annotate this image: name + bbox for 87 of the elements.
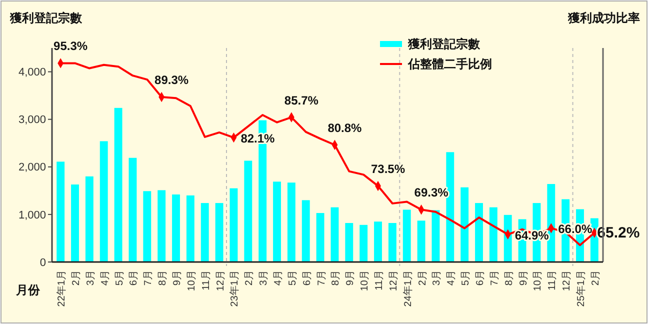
bar (244, 160, 252, 262)
x-tick-label: 5月 (114, 270, 126, 286)
bar (489, 207, 498, 262)
x-tick-label: 3月 (258, 270, 270, 286)
x-axis-title: 月份 (15, 283, 41, 297)
bar (215, 203, 224, 262)
x-tick-label: 4月 (446, 270, 458, 286)
x-tick-label: 25年1月 (574, 270, 587, 307)
x-tick-label: 24年1月 (402, 270, 414, 307)
y-tick-label: 4,000 (18, 66, 46, 79)
y2-axis-title: 獲利成功比率 (567, 11, 640, 25)
x-tick-label: 5月 (287, 270, 298, 286)
bar (273, 182, 281, 262)
x-tick-label: 2月 (417, 270, 428, 286)
x-tick-label: 23年1月 (228, 270, 241, 307)
x-tick-label: 2月 (590, 270, 602, 286)
x-tick-label: 9月 (345, 270, 356, 286)
x-tick-label: 8月 (158, 270, 169, 286)
legend-label: 獲利登記宗數 (407, 37, 481, 52)
legend-label: 佔整體二手比例 (407, 57, 492, 72)
x-tick-label: 10月 (532, 270, 544, 292)
bar (56, 162, 65, 262)
bar (316, 213, 324, 262)
bar (172, 194, 180, 262)
bar (287, 182, 296, 262)
bar (345, 223, 354, 262)
data-label: 89.3% (154, 72, 189, 87)
x-tick-label: 11月 (200, 270, 212, 290)
x-tick-label: 5月 (460, 270, 472, 286)
x-tick-label: 2月 (244, 270, 256, 286)
bar (114, 108, 122, 262)
bar (128, 158, 137, 262)
data-label: 95.3% (54, 39, 88, 54)
x-tick-label: 3月 (85, 270, 96, 286)
bar (460, 187, 469, 262)
x-tick-label: 4月 (273, 270, 284, 286)
data-label: 64.9% (514, 228, 550, 242)
x-tick-label: 22年1月 (56, 270, 68, 307)
data-label: 66.0% (558, 222, 592, 236)
bar (158, 190, 166, 262)
x-tick-label: 12月 (388, 270, 400, 292)
bar (475, 203, 483, 262)
x-tick-label: 10月 (360, 270, 371, 292)
bar (100, 141, 108, 262)
data-label: 80.8% (328, 120, 362, 135)
bar (388, 223, 396, 262)
data-label: 73.5% (370, 162, 406, 176)
y-axis-title: 獲利登記宗數 (9, 11, 83, 25)
x-tick-label: 7月 (316, 270, 328, 286)
x-tick-label: 8月 (504, 270, 515, 286)
x-tick-label: 3月 (432, 270, 443, 286)
bar (85, 176, 94, 262)
x-tick-label: 8月 (330, 270, 342, 286)
x-tick-label: 2月 (71, 270, 82, 286)
x-tick-label: 7月 (489, 270, 500, 286)
x-tick-label: 6月 (128, 270, 140, 286)
x-tick-label: 6月 (475, 270, 486, 286)
bar (186, 195, 194, 262)
y-tick-label: 1,000 (18, 209, 46, 222)
x-tick-label: 6月 (302, 270, 313, 286)
y-tick-label: 3,000 (18, 114, 46, 126)
bar (143, 191, 152, 262)
x-tick-label: 9月 (518, 270, 530, 286)
bar (547, 184, 556, 262)
bar (302, 200, 310, 262)
bar (504, 214, 512, 262)
x-tick-label: 7月 (143, 270, 154, 286)
y-tick-label: 0 (40, 256, 46, 269)
x-tick-label: 10月 (186, 270, 198, 292)
x-tick-label: 4月 (100, 270, 111, 286)
bar (360, 224, 368, 262)
x-tick-label: 9月 (172, 270, 183, 286)
bar (230, 188, 238, 262)
x-tick-label: 11月 (547, 270, 558, 290)
x-tick-label: 12月 (215, 270, 226, 292)
bar (200, 203, 209, 262)
bar (402, 210, 411, 262)
x-tick-label: 11月 (374, 270, 385, 290)
bar (432, 210, 440, 262)
bar (374, 222, 382, 262)
bar (71, 184, 79, 262)
bar (446, 152, 454, 262)
bar (330, 207, 339, 262)
y-tick-label: 2,000 (18, 162, 46, 174)
bar (417, 220, 426, 262)
data-label: 85.7% (284, 93, 319, 108)
x-tick-label: 12月 (562, 270, 573, 292)
